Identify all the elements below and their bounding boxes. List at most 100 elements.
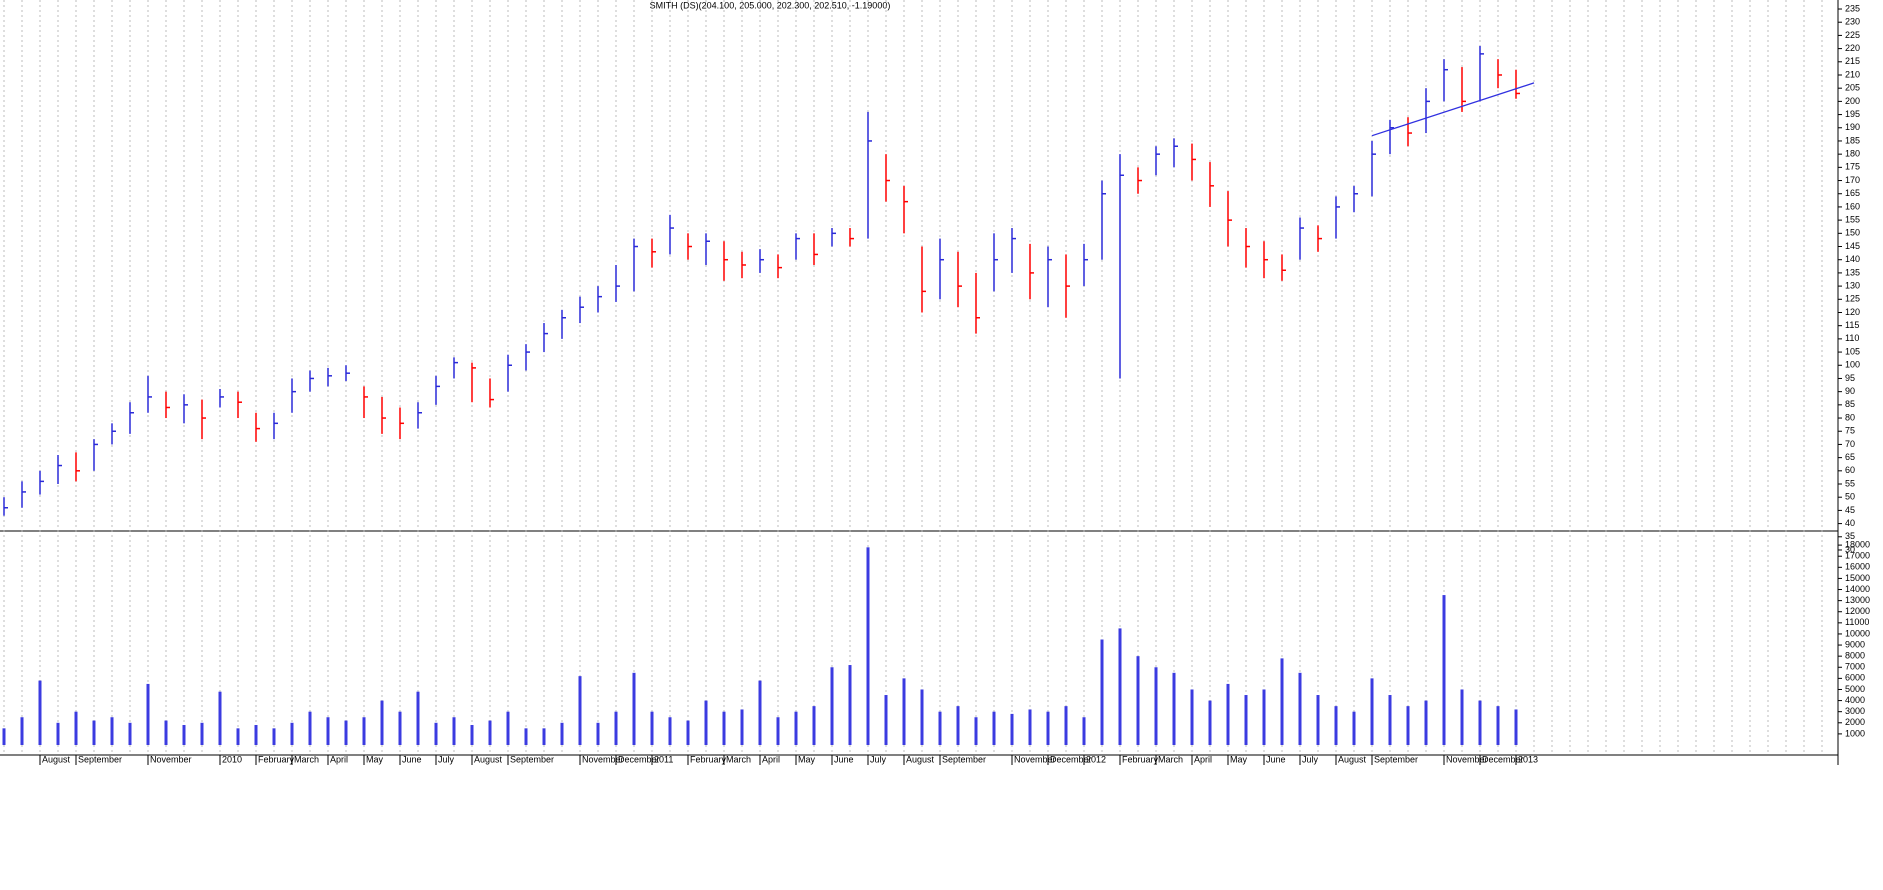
volume-bar	[596, 722, 600, 745]
volume-bar	[182, 725, 186, 745]
volume-bar	[1262, 689, 1266, 745]
y-tick-label: 205	[1845, 83, 1860, 93]
y-tick-label: 165	[1845, 188, 1860, 198]
volume-bar	[1334, 706, 1338, 745]
volume-bar	[1496, 706, 1500, 745]
volume-tick-label: 7000	[1845, 662, 1865, 672]
volume-bar	[434, 722, 438, 745]
volume-tick-label: 3000	[1845, 706, 1865, 716]
x-tick-label: 2012	[1086, 754, 1106, 764]
volume-bar	[794, 711, 798, 745]
volume-bar	[200, 722, 204, 745]
volume-bar	[1442, 595, 1446, 745]
volume-bar	[542, 728, 546, 745]
y-tick-label: 65	[1845, 452, 1855, 462]
y-tick-label: 195	[1845, 109, 1860, 119]
x-tick-label: February	[690, 754, 727, 764]
volume-bar	[146, 683, 150, 745]
volume-bar	[632, 672, 636, 745]
volume-bar	[884, 695, 888, 745]
volume-bar	[992, 711, 996, 745]
x-tick-label: May	[366, 754, 384, 764]
y-tick-label: 60	[1845, 465, 1855, 475]
y-tick-label: 115	[1845, 320, 1859, 330]
volume-bar	[830, 667, 834, 745]
volume-tick-label: 17000	[1845, 551, 1870, 561]
y-tick-label: 85	[1845, 399, 1855, 409]
volume-bar	[488, 720, 492, 745]
x-tick-label: November	[1446, 754, 1488, 764]
volume-bar	[452, 717, 456, 745]
volume-tick-label: 10000	[1845, 628, 1870, 638]
y-tick-label: 55	[1845, 478, 1855, 488]
volume-bar	[308, 711, 312, 745]
x-tick-label: July	[438, 754, 455, 764]
y-tick-label: 160	[1845, 201, 1860, 211]
volume-tick-label: 9000	[1845, 639, 1865, 649]
volume-bar	[2, 728, 6, 745]
x-tick-label: 2011	[654, 754, 673, 764]
y-tick-label: 170	[1845, 175, 1860, 185]
volume-bar	[758, 680, 762, 745]
volume-bar	[1280, 658, 1284, 745]
y-tick-label: 150	[1845, 228, 1860, 238]
volume-tick-label: 12000	[1845, 606, 1870, 616]
volume-tick-label: 16000	[1845, 562, 1870, 572]
volume-bar	[272, 728, 276, 745]
volume-bar	[866, 547, 870, 745]
y-tick-label: 50	[1845, 492, 1855, 502]
volume-bar	[110, 717, 114, 745]
volume-tick-label: 6000	[1845, 673, 1865, 683]
x-tick-label: August	[1338, 754, 1367, 764]
volume-tick-label: 2000	[1845, 717, 1865, 727]
volume-bar	[164, 720, 168, 745]
x-tick-label: August	[906, 754, 935, 764]
volume-bar	[506, 711, 510, 745]
volume-tick-label: 13000	[1845, 595, 1870, 605]
y-tick-label: 70	[1845, 439, 1855, 449]
volume-bar	[362, 717, 366, 745]
volume-bar	[812, 706, 816, 745]
volume-bar	[1370, 678, 1374, 745]
volume-bar	[1478, 700, 1482, 745]
volume-bar	[1244, 695, 1248, 745]
x-tick-label: June	[834, 754, 854, 764]
volume-bar	[326, 717, 330, 745]
volume-bar	[92, 720, 96, 745]
y-tick-label: 95	[1845, 373, 1855, 383]
y-tick-label: 155	[1845, 215, 1860, 225]
x-tick-label: April	[1194, 754, 1212, 764]
y-tick-label: 45	[1845, 505, 1855, 515]
x-tick-label: July	[870, 754, 887, 764]
x-tick-label: September	[510, 754, 554, 764]
volume-bar	[1028, 709, 1032, 745]
volume-bar	[398, 711, 402, 745]
y-tick-label: 40	[1845, 518, 1855, 528]
x-tick-label: December	[1050, 754, 1092, 764]
x-tick-label: April	[330, 754, 348, 764]
volume-bar	[650, 711, 654, 745]
volume-bar	[1064, 706, 1068, 745]
x-tick-label: November	[150, 754, 192, 764]
x-tick-label: 2013	[1518, 754, 1538, 764]
y-tick-label: 120	[1845, 307, 1860, 317]
x-tick-label: May	[798, 754, 816, 764]
volume-bar	[776, 717, 780, 745]
volume-tick-label: 18000	[1845, 539, 1870, 549]
trendline	[1371, 82, 1535, 137]
y-tick-label: 230	[1845, 17, 1860, 27]
volume-bar	[722, 711, 726, 745]
volume-bar	[848, 665, 852, 745]
volume-bar	[1100, 639, 1104, 745]
volume-bar	[1172, 672, 1176, 745]
y-tick-label: 175	[1845, 162, 1860, 172]
chart-title: SMITH (DS)(204.100, 205.000, 202.300, 20…	[650, 0, 891, 10]
volume-bar	[1010, 713, 1014, 745]
volume-bar	[1514, 709, 1518, 745]
y-tick-label: 110	[1845, 333, 1859, 343]
volume-bar	[1352, 711, 1356, 745]
volume-bar	[1208, 700, 1212, 745]
volume-bar	[1460, 689, 1464, 745]
y-tick-label: 190	[1845, 122, 1860, 132]
